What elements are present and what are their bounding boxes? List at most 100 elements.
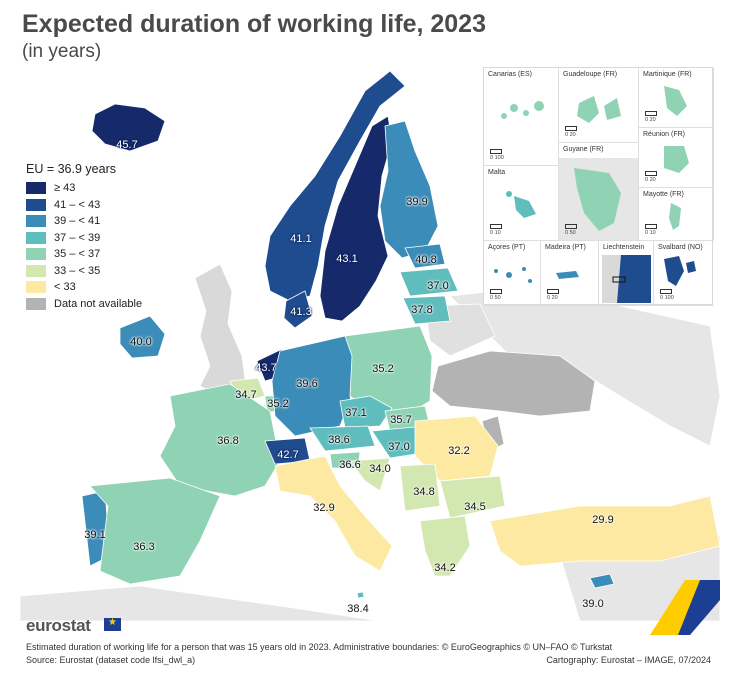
inset-shape <box>669 203 681 230</box>
inset-shape <box>664 146 689 173</box>
value-label-norway: 41.1 <box>290 233 312 245</box>
scale-bar: 0 100 <box>660 289 674 301</box>
value-label-finland: 39.9 <box>406 196 428 208</box>
value-label-lithuania: 37.8 <box>411 304 433 316</box>
value-label-netherlands: 43.7 <box>255 362 277 374</box>
legend-label: 41 – < 43 <box>54 198 101 211</box>
value-label-slovakia: 35.7 <box>390 414 412 426</box>
value-label-portugal: 39.1 <box>84 529 106 541</box>
inset-shape <box>664 86 687 116</box>
country-sweden <box>319 115 393 322</box>
cartography-line: Cartography: Eurostat – IMAGE, 07/2024 <box>546 655 711 665</box>
legend-label: ≥ 43 <box>54 182 76 195</box>
legend-swatch <box>26 231 46 244</box>
value-label-bulgaria: 34.5 <box>464 501 486 513</box>
inset-label: Guyane (FR) <box>563 146 604 153</box>
inset-acores: Açores (PT) 0 50 <box>484 241 541 306</box>
inset-label: Canarias (ES) <box>488 71 532 78</box>
value-label-germany: 39.6 <box>296 378 318 390</box>
inset-guadeloupe: Guadeloupe (FR) 0 20 <box>559 68 639 143</box>
value-label-croatia: 34.0 <box>369 463 391 475</box>
value-label-denmark: 41.3 <box>290 306 312 318</box>
legend-item: Data not available <box>26 296 142 313</box>
country-cyprus <box>589 573 615 589</box>
inset-label: Liechtenstein <box>603 244 645 251</box>
country-greece <box>419 515 471 577</box>
legend-label: Data not available <box>54 297 143 310</box>
land-north-africa <box>20 585 381 621</box>
source-line: Source: Eurostat (dataset code lfsi_dwl_… <box>26 655 196 665</box>
inset-shape <box>664 256 696 286</box>
legend-title: EU = 36.9 years <box>26 162 116 176</box>
value-label-estonia: 40.8 <box>415 254 437 266</box>
inset-madeira: Madeira (PT) 0 20 <box>541 241 599 306</box>
legend-label: < 33 <box>54 281 76 294</box>
legend-swatch <box>26 297 46 310</box>
value-label-cyprus: 39.0 <box>582 598 604 610</box>
value-label-france: 36.8 <box>217 435 239 447</box>
legend-swatch <box>26 264 46 277</box>
inset-shape <box>602 255 651 303</box>
scale-bar: 0 50 <box>490 289 502 301</box>
inset-malta: Malta 0 10 <box>484 166 559 241</box>
legend-label: 35 – < 37 <box>54 248 101 261</box>
legend-swatch <box>26 248 46 261</box>
legend-item: 35 – < 37 <box>26 246 142 263</box>
value-label-spain: 36.3 <box>133 541 155 553</box>
inset-label: Açores (PT) <box>488 244 526 251</box>
value-label-ireland: 40.0 <box>130 336 152 348</box>
legend-label: 39 – < 41 <box>54 215 101 228</box>
country-iceland <box>91 103 166 152</box>
value-label-italy: 32.9 <box>313 502 335 514</box>
value-label-switzerland: 42.7 <box>277 449 299 461</box>
legend-swatch <box>26 182 46 195</box>
value-label-hungary: 37.0 <box>388 441 410 453</box>
country-lithuania <box>402 295 451 325</box>
country-romania <box>414 415 499 482</box>
eu-flag-icon <box>104 617 121 631</box>
legend-label: 33 – < 35 <box>54 264 101 277</box>
legend-rows: ≥ 43 41 – < 43 39 – < 41 37 – < 39 35 – < 37… <box>26 180 142 312</box>
inset-canarias: Canarias (ES) 0 100 <box>484 68 559 166</box>
country-türkiye <box>489 495 720 567</box>
value-label-greece: 34.2 <box>434 562 456 574</box>
value-label-luxembourg: 35.2 <box>267 398 289 410</box>
legend-swatch <box>26 281 46 294</box>
inset-shape <box>556 271 579 279</box>
scale-bar: 0 10 <box>490 224 502 236</box>
legend-item: 41 – < 43 <box>26 197 142 214</box>
value-label-romania: 32.2 <box>448 445 470 457</box>
inset-mayotte: Mayotte (FR) 0 10 <box>639 188 714 241</box>
scale-bar: 0 20 <box>645 171 657 183</box>
country-czechia <box>339 395 393 429</box>
country-ireland <box>119 315 166 359</box>
legend: EU = 36.9 years ≥ 43 41 – < 43 39 – < 41 37… <box>26 162 142 312</box>
country-latvia <box>399 267 459 297</box>
inset-label: Malta <box>488 169 506 176</box>
scale-bar: 0 20 <box>645 111 657 123</box>
value-label-malta: 38.4 <box>347 603 369 615</box>
value-label-slovenia: 36.6 <box>339 459 361 471</box>
inset-label: Réunion (FR) <box>643 131 686 138</box>
country-italy <box>274 455 393 572</box>
countries-layer <box>81 70 720 599</box>
inset-martinique: Martinique (FR) 0 20 <box>639 68 714 128</box>
country-france <box>159 383 281 497</box>
country-spain <box>89 477 221 585</box>
map-subtitle: (in years) <box>22 41 102 62</box>
inset-label: Guadeloupe (FR) <box>563 71 618 78</box>
value-label-poland: 35.2 <box>372 363 394 375</box>
value-label-latvia: 37.0 <box>427 280 449 292</box>
legend-label: 37 – < 39 <box>54 231 101 244</box>
country-serbia <box>399 463 441 512</box>
value-label-iceland: 45.7 <box>116 139 138 151</box>
scale-bar: 0 20 <box>547 289 559 301</box>
value-label-belgium: 34.7 <box>235 389 257 401</box>
scale-bar: 0 20 <box>565 126 577 138</box>
country-malta <box>356 591 365 599</box>
inset-shape <box>494 267 532 283</box>
value-label-sweden: 43.1 <box>336 253 358 265</box>
inset-label: Mayotte (FR) <box>643 191 684 198</box>
value-label-türkiye: 29.9 <box>592 514 614 526</box>
legend-item: 39 – < 41 <box>26 213 142 230</box>
